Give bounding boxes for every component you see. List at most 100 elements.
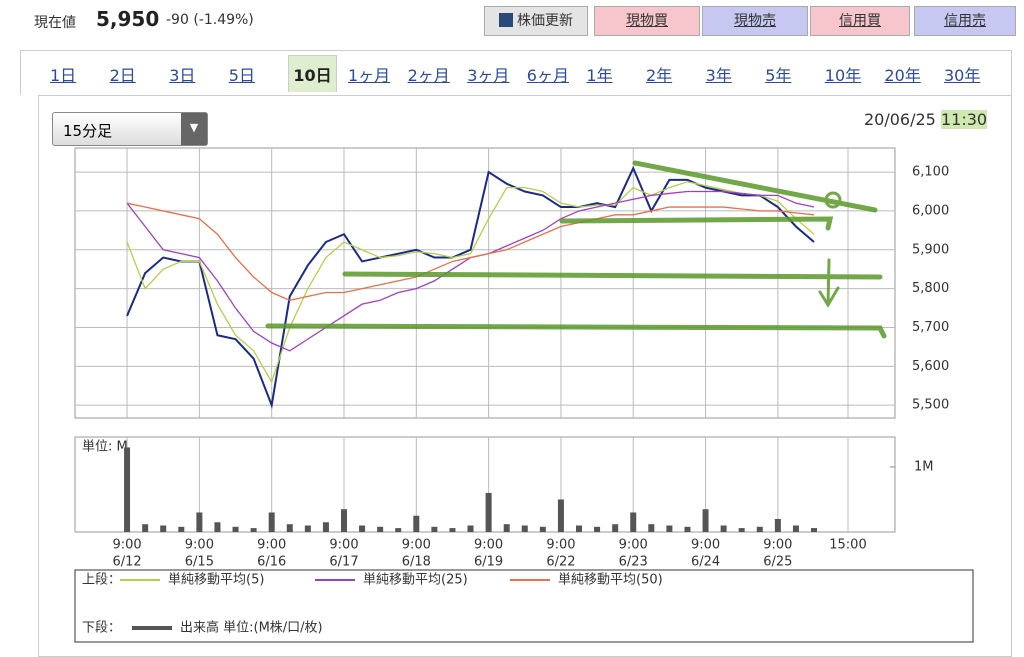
x-tick-label: 9:00: [474, 538, 503, 553]
x-tick-date: 6/24: [691, 555, 720, 570]
range-tab[interactable]: 2ヶ月: [407, 66, 450, 85]
spot-sell-button[interactable]: 現物売: [702, 6, 808, 36]
volume-frame: [74, 436, 896, 533]
volume-bar: [214, 522, 221, 532]
range-tab[interactable]: 1日: [50, 66, 77, 85]
volume-bar: [576, 525, 583, 532]
annotation-line: [632, 160, 878, 213]
volume-bar: [322, 522, 329, 532]
range-tab[interactable]: 5日: [228, 66, 255, 85]
legend-box: [74, 569, 974, 643]
volume-bar: [720, 525, 727, 532]
volume-bar: [774, 518, 781, 532]
legend-label: 単純移動平均(50): [558, 572, 663, 588]
range-tab[interactable]: 5年: [765, 66, 792, 85]
interval-dropdown[interactable]: 15分足 ▼: [52, 112, 208, 146]
dropdown-label: 15分足: [63, 122, 113, 140]
volume-bar: [503, 524, 510, 532]
x-tick-date: 6/15: [185, 555, 214, 570]
annotation-arrow: [818, 258, 840, 308]
x-tick-label: 9:00: [112, 538, 141, 553]
volume-bar: [377, 526, 384, 532]
x-tick-label: 9:00: [185, 538, 214, 553]
range-tab[interactable]: 20年: [884, 66, 921, 85]
volume-bar: [340, 509, 347, 532]
x-tick-date: 6/12: [112, 555, 141, 570]
price-line: [126, 165, 815, 409]
refresh-button[interactable]: 株価更新: [484, 6, 588, 36]
tab-bar: [20, 50, 1012, 95]
volume-bar: [594, 526, 601, 532]
current-price: 5,950: [96, 7, 160, 31]
volume-bar: [160, 525, 167, 532]
range-tab[interactable]: 3日: [169, 66, 196, 85]
x-tick-date: 6/19: [474, 555, 503, 570]
y-tick-label: 5,900: [912, 242, 949, 257]
x-tick-date: 6/18: [402, 555, 431, 570]
x-tick-date: 6/22: [546, 555, 575, 570]
volume-bar: [485, 492, 492, 532]
x-tick-date: 6/16: [257, 555, 286, 570]
volume-bar: [811, 528, 818, 532]
x-tick-date: 6/25: [763, 555, 792, 570]
volume-bar: [756, 526, 763, 532]
volume-bar: [359, 525, 366, 532]
volume-bar: [612, 524, 619, 532]
range-tab[interactable]: 2年: [646, 66, 673, 85]
volume-bar: [539, 526, 546, 532]
volume-bar: [304, 525, 311, 532]
x-tick-label: 9:00: [402, 538, 431, 553]
volume-bar: [792, 525, 799, 532]
range-tab[interactable]: 30年: [944, 66, 981, 85]
timestamp-time: 11:30: [940, 110, 988, 129]
price-change: -90 (-1.49%): [166, 12, 254, 28]
range-tab[interactable]: 2日: [109, 66, 136, 85]
volume-bar: [178, 526, 185, 532]
volume-bar: [557, 499, 564, 532]
volume-bar: [124, 447, 131, 532]
volume-bar: [738, 528, 745, 532]
legend-label: 出来高 単位:(M株/口/枚): [180, 620, 323, 636]
range-tab[interactable]: 1年: [586, 66, 613, 85]
legend-label: 単純移動平均(25): [363, 572, 468, 588]
x-tick-label: 9:00: [329, 538, 358, 553]
legend-lower: 下段：: [82, 621, 121, 636]
margin-buy-button[interactable]: 信用買: [810, 6, 910, 36]
timestamp: 20/06/25 11:30: [864, 110, 988, 129]
range-tab[interactable]: 1ヶ月: [348, 66, 391, 85]
volume-bar: [702, 509, 709, 532]
y-tick-label: 5,800: [912, 281, 949, 296]
annotation-line: [559, 216, 834, 231]
y-tick-label: 5,700: [912, 320, 949, 335]
x-tick-date: 6/17: [329, 555, 358, 570]
spot-buy-button[interactable]: 現物買: [594, 6, 700, 36]
refresh-label: 株価更新: [517, 13, 573, 29]
y-tick-label: 6,100: [912, 165, 949, 180]
volume-bar: [142, 524, 149, 532]
x-tick-label: 9:00: [691, 538, 720, 553]
range-tab[interactable]: 3ヶ月: [467, 66, 510, 85]
volume-bar: [431, 526, 438, 532]
price-line: [126, 202, 815, 301]
volume-bar: [395, 528, 402, 532]
hand-annotations: [265, 160, 887, 339]
legend-upper: 上段：: [82, 573, 121, 588]
volume-bar: [666, 525, 673, 532]
annotation-line: [342, 271, 883, 280]
dropdown-arrow: ▼: [181, 113, 207, 145]
volume-bar: [413, 515, 420, 532]
volume-bar: [648, 524, 655, 532]
price-label: 現在値: [34, 15, 76, 31]
range-tab[interactable]: 3年: [705, 66, 732, 85]
y-tick-label: 5,500: [912, 398, 949, 413]
range-tab[interactable]: 10日: [288, 55, 337, 92]
range-tab[interactable]: 10年: [824, 66, 862, 85]
volume-bar: [268, 512, 275, 532]
legend-label: 単純移動平均(5): [168, 572, 264, 588]
annotation-circle: [824, 191, 842, 209]
x-tick-label: 9:00: [619, 538, 648, 553]
range-tab[interactable]: 6ヶ月: [526, 66, 569, 85]
margin-sell-button[interactable]: 信用売: [914, 6, 1016, 36]
